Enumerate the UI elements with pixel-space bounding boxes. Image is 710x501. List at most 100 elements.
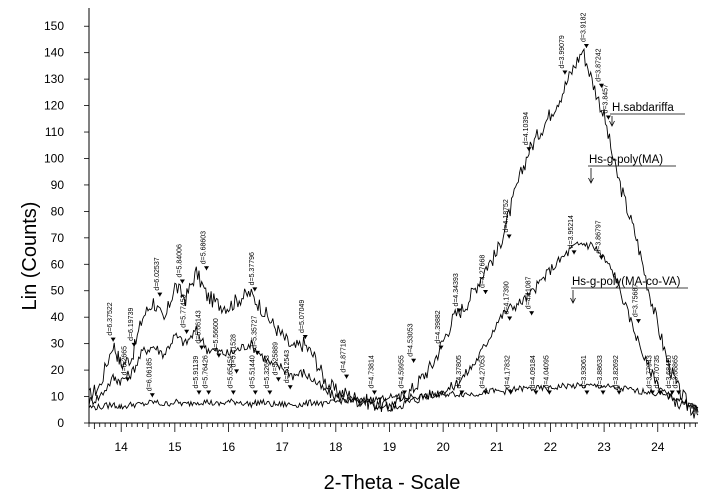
peak-marker (275, 377, 281, 382)
peak-label: d=5.41528 (231, 334, 238, 367)
peak-label: d=4.10394 (523, 112, 530, 145)
peak-marker (157, 292, 163, 297)
peak-marker (598, 83, 604, 88)
peak-label: d=5.12543 (284, 350, 291, 383)
y-tick-label: 60 (51, 257, 65, 271)
peak-marker (371, 390, 377, 395)
peak-marker (562, 70, 568, 75)
peak-marker (459, 390, 465, 395)
peak-label: d=5.65451 (227, 355, 234, 388)
peak-label: d=3.8457 (602, 84, 609, 113)
peak-label: d=4.53053 (408, 323, 415, 356)
series-line-1 (88, 241, 699, 413)
peak-label: d=5.51440 (249, 355, 256, 388)
peak-label: d=4.18752 (503, 199, 510, 232)
peak-label: d=4.17832 (505, 355, 512, 388)
peak-marker (506, 234, 512, 239)
series-label-arrow (570, 297, 576, 304)
x-tick-label: 18 (329, 440, 343, 454)
peak-marker (184, 329, 190, 334)
peak-label: d=3.68420 (666, 355, 673, 388)
axes: 14 15 16 17 18 19 20 21 22 23 24 0 10 20 30 40 50 60 70 80 9… (44, 8, 698, 454)
peak-marker (635, 319, 641, 324)
peak-marker (483, 390, 489, 395)
peak-marker (234, 369, 240, 374)
peak-label: d=5.37796 (249, 252, 256, 285)
peak-marker (616, 390, 622, 395)
peak-label: d=3.70735 (654, 355, 661, 388)
peak-marker (529, 311, 535, 316)
x-tick-label: 22 (544, 440, 558, 454)
peak-marker (438, 345, 444, 350)
peak-label: d=3.95214 (568, 215, 575, 248)
series-label-0: H.sabdariffa (612, 102, 674, 114)
peak-label: d=3.87242 (595, 48, 602, 81)
peak-label: d=3.93061 (581, 355, 588, 388)
peak-label: d=4.11087 (526, 276, 533, 309)
peak-marker (649, 390, 655, 395)
peak-label: d=5.91139 (193, 356, 200, 389)
y-tick-label: 130 (44, 72, 64, 86)
peak-label: d=5.84006 (176, 244, 183, 277)
peak-label: d=6.19739 (128, 308, 135, 341)
peak-marker (546, 390, 552, 395)
peak-marker (669, 390, 675, 395)
peak-marker (533, 390, 539, 395)
peak-marker (605, 115, 611, 120)
peak-marker (196, 390, 202, 395)
peak-label: d=4.27053 (480, 355, 487, 388)
peak-marker (204, 266, 210, 271)
peak-label: d=5.07049 (299, 300, 306, 333)
peak-label: d=4.04095 (543, 355, 550, 388)
peak-marker (600, 390, 606, 395)
peak-label: d=3.99079 (559, 35, 566, 68)
peak-marker (598, 255, 604, 260)
peak-label: d=5.68603 (201, 231, 208, 264)
peak-label: d=6.02537 (154, 257, 161, 290)
peak-label: d=6.06185 (146, 358, 153, 391)
series-label-arrow (588, 177, 594, 184)
peak-label: d=4.59955 (398, 355, 405, 388)
y-tick-label: 10 (51, 390, 65, 404)
peak-marker (179, 279, 185, 284)
peak-label: d=3.9182 (580, 13, 587, 42)
x-tick-label: 14 (115, 440, 129, 454)
peak-label: d=5.25889 (272, 342, 279, 375)
series-label-arrow (609, 120, 615, 127)
x-tick-label: 23 (597, 440, 611, 454)
peak-label: d=6.37522 (107, 302, 114, 335)
y-tick-label: 20 (51, 363, 65, 377)
peak-label: d=3.75687 (632, 284, 639, 317)
y-tick-label: 110 (45, 125, 64, 139)
series-line-2 (88, 382, 699, 411)
peak-label: d=5.66143 (196, 310, 203, 343)
y-tick-label: 70 (51, 231, 65, 245)
peak-markers: d=6.37522 d=6.19739 d=6.02537 d=5.84006 d=5.… (107, 13, 682, 398)
series-labels: H.sabdariffa Hs-g-poly(MA) Hs-g-poly(MA-co… (570, 102, 688, 304)
peak-marker (110, 337, 116, 342)
x-axis-title: 2-Theta - Scale (324, 472, 461, 494)
peak-marker (344, 374, 350, 379)
x-tick-label: 24 (651, 440, 665, 454)
peak-label: d=3.66865 (673, 355, 680, 388)
x-tick-label: 21 (490, 440, 504, 454)
x-tick-label: 20 (436, 440, 450, 454)
peak-marker (507, 316, 513, 321)
peak-label: d=5.32633 (264, 355, 271, 388)
series-lines (88, 47, 699, 419)
peak-marker (676, 390, 682, 395)
peak-label: d=4.73814 (368, 355, 375, 388)
peak-label: d=3.88633 (597, 355, 604, 388)
y-tick-label: 80 (51, 204, 65, 218)
peak-marker (657, 390, 663, 395)
peak-label: d=5.35727 (251, 315, 258, 348)
peak-marker (508, 390, 514, 395)
peak-marker (411, 358, 417, 363)
peak-label: d=4.37805 (456, 355, 463, 388)
x-tick-label: 15 (168, 440, 182, 454)
peak-marker (252, 287, 258, 292)
peak-label: d=5.56600 (213, 318, 220, 351)
series-label-1: Hs-g-poly(MA) (589, 154, 663, 166)
peak-label: d=3.82692 (613, 355, 620, 388)
